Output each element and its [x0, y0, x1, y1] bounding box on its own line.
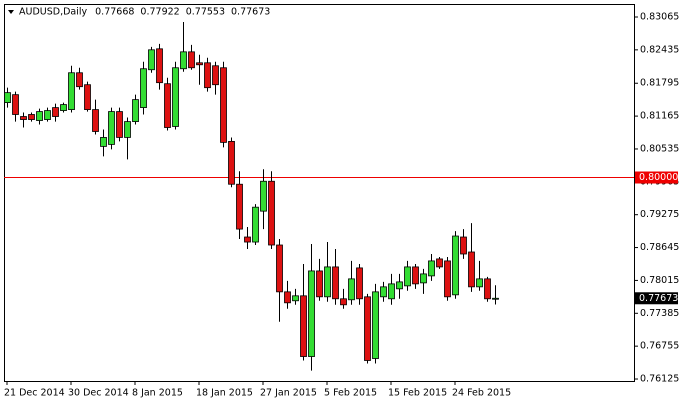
candle-body — [316, 270, 323, 298]
candle-body — [140, 68, 147, 109]
candle-body — [12, 94, 19, 115]
candle-body — [28, 114, 35, 120]
candle-body — [484, 278, 491, 300]
y-tick-label: 0.81165 — [640, 111, 679, 122]
candle-body — [292, 295, 299, 302]
x-tick-label: 21 Dec 2014 — [4, 388, 65, 399]
candle-body — [188, 51, 195, 69]
candle-body — [108, 111, 115, 145]
candle-body — [404, 266, 411, 287]
y-tick-label: 0.80535 — [640, 143, 679, 154]
menu-triangle[interactable] — [8, 10, 14, 14]
candle-body — [116, 111, 123, 138]
price-label-box — [635, 292, 678, 305]
candle-body — [228, 141, 235, 185]
candle-body — [60, 104, 67, 111]
candle-body — [356, 267, 363, 300]
candle-body — [268, 180, 275, 246]
candle-body — [388, 283, 395, 300]
candle-body — [284, 291, 291, 304]
candle-body — [204, 62, 211, 89]
candle-body — [260, 180, 267, 212]
candle-body — [492, 297, 499, 300]
candle-body — [460, 236, 467, 255]
y-tick-label: 0.79275 — [640, 209, 679, 220]
candle-body — [436, 258, 443, 268]
candle-body — [52, 107, 59, 117]
candle-body — [76, 72, 83, 88]
hline-label-box — [635, 171, 678, 184]
hline-label: 0.80000 — [639, 172, 678, 183]
candle-body — [92, 109, 99, 132]
candle-body — [244, 236, 251, 243]
price-label: 0.77673 — [639, 293, 678, 304]
candle-body — [348, 278, 355, 301]
candle-body — [252, 206, 259, 243]
candle-body — [164, 83, 171, 128]
y-tick-label: 0.76755 — [640, 341, 679, 352]
candle-body — [372, 291, 379, 359]
x-tick-label: 30 Dec 2014 — [68, 388, 129, 399]
candle-body — [444, 260, 451, 298]
candle-body — [156, 48, 163, 84]
y-tick-label: 0.82435 — [640, 44, 679, 55]
candle-body — [276, 244, 283, 293]
x-tick-label: 5 Feb 2015 — [324, 388, 377, 399]
x-tick-label: 8 Jan 2015 — [132, 388, 183, 399]
candle-body — [308, 270, 315, 357]
candle-body — [452, 235, 459, 296]
candle-body — [180, 51, 187, 70]
candle-body — [84, 84, 91, 110]
candle-body — [212, 65, 219, 86]
y-tick-label: 0.83065 — [640, 11, 679, 22]
candle-body — [396, 281, 403, 290]
header-value: 0.77673 — [231, 7, 270, 18]
plot-frame — [4, 4, 635, 382]
candle-body — [132, 99, 139, 122]
y-tick-label: 0.78015 — [640, 275, 679, 286]
candle-body — [68, 72, 75, 110]
candle-body — [324, 266, 331, 298]
candle-body — [4, 92, 11, 103]
header-value: 0.77553 — [186, 7, 225, 18]
x-tick-label: 24 Feb 2015 — [452, 388, 511, 399]
candle-body — [220, 67, 227, 143]
candle-body — [300, 295, 307, 357]
x-tick-label: 15 Feb 2015 — [388, 388, 447, 399]
candle-body — [468, 251, 475, 288]
candle-body — [476, 278, 483, 288]
chart-title: AUDUSD,Daily — [19, 7, 88, 18]
candle-body — [124, 121, 131, 138]
candle-body — [412, 266, 419, 285]
x-tick-label: 18 Jan 2015 — [196, 388, 253, 399]
candle-body — [332, 266, 339, 300]
y-tick-label: 0.77385 — [640, 308, 679, 319]
candle-body — [36, 111, 43, 121]
candle-body — [340, 298, 347, 306]
candle-body — [420, 273, 427, 284]
candle-body — [236, 183, 243, 230]
header-value: 0.77922 — [140, 7, 179, 18]
candle-body — [100, 137, 107, 147]
candle-body — [196, 62, 203, 66]
candle-body — [380, 286, 387, 298]
y-tick-label: 0.76125 — [640, 374, 679, 385]
candle-body — [172, 67, 179, 127]
candle-body — [364, 296, 371, 361]
header-value: 0.77668 — [95, 7, 134, 18]
candle-body — [148, 49, 155, 71]
candle-body — [44, 110, 51, 120]
y-tick-label: 0.78645 — [640, 242, 679, 253]
candle-body — [428, 260, 435, 277]
x-tick-label: 27 Jan 2015 — [260, 388, 317, 399]
y-tick-label: 0.81795 — [640, 78, 679, 89]
candle-body — [20, 116, 27, 120]
